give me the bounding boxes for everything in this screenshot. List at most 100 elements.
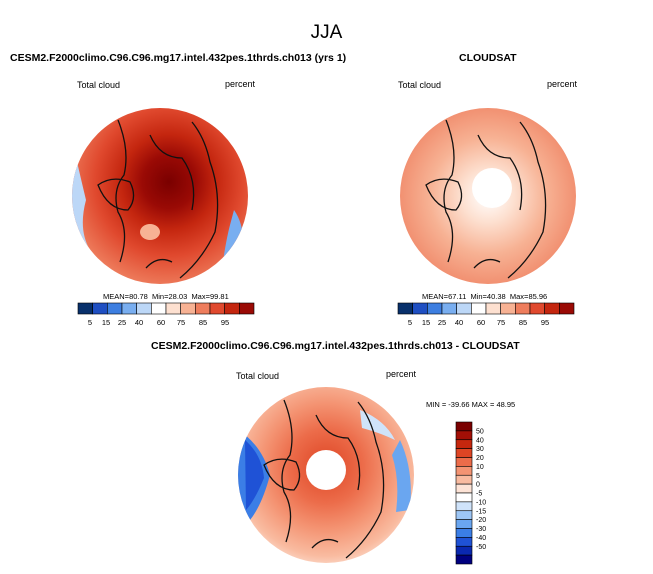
panel-3-units: percent: [386, 369, 417, 379]
panel-1-variable: Total cloud: [77, 80, 121, 90]
panel-1-mean-label: MEAN=: [103, 292, 130, 301]
panel-3-title: CESM2.F2000climo.C96.C96.mg17.intel.432p…: [151, 340, 520, 352]
panel-3-colorbar-cell: [455, 430, 473, 441]
panel-2-colorbar-tick-label: 95: [541, 318, 549, 327]
panel-2-colorbar-cell: [412, 302, 428, 315]
panel-3-colorbar-tick-label: 0: [476, 482, 480, 489]
panel-3-colorbar-cell: [455, 448, 473, 458]
panel-1-map: [72, 108, 248, 284]
panel-3-colorbar-cell: [455, 510, 473, 520]
panel-3-no-data-pole: [306, 450, 346, 490]
panel-2-variable: Total cloud: [398, 80, 442, 90]
panel-2-colorbar-tick-label: 15: [422, 318, 430, 327]
panel-3-colorbar-tick-label: 50: [476, 428, 484, 435]
panel-3-variable: Total cloud: [236, 371, 280, 381]
panel-2-colorbar-cell: [544, 302, 560, 315]
panel-1-colorbar-tick-label: 60: [157, 318, 165, 327]
panel-3-colorbar-tick-label: 10: [476, 464, 484, 471]
panel-1-colorbar-tick-label: 15: [102, 318, 110, 327]
panel-2-colorbar-tick-label: 40: [455, 318, 463, 327]
panel-1-colorbar-cell: [195, 302, 211, 315]
panel-2-coastlines: [425, 119, 547, 279]
panel-1-map-disk: [72, 108, 248, 284]
panel-1-colorbar-cell: [151, 302, 167, 315]
panel-3-colorbar-cell: [455, 421, 473, 432]
panel-2-min: 40.38: [486, 292, 506, 301]
panel-1-colorbar-cell: [107, 302, 123, 315]
panel-1-colorbar-cell: [136, 302, 152, 315]
panel-3-colorbar-cell: [455, 528, 473, 538]
panel-2-mean: 67.11: [448, 292, 467, 301]
panel-2-colorbar-tick-label: 85: [519, 318, 527, 327]
panel-1-mean: 80.78: [129, 292, 148, 301]
panel-1-units: percent: [225, 79, 256, 89]
panel-2-colorbar-cell: [427, 302, 443, 315]
panel-1-colorbar-cell: [224, 302, 240, 315]
panel-1-colorbar-cell: [121, 302, 137, 315]
panel-1-colorbar-cell: [165, 302, 181, 315]
panel-2-min-label: Min=: [470, 292, 487, 301]
panel-1-min: 28.03: [168, 292, 188, 301]
panel-2-title: CLOUDSAT: [459, 52, 517, 64]
panel-2-colorbar-cell: [471, 302, 487, 315]
panel-2-colorbar-cell: [529, 302, 545, 315]
panel-3-colorbar-cell: [455, 466, 473, 476]
panel-3-colorbar-tick-label: 5: [476, 473, 480, 480]
panel-3-colorbar-cell: [455, 492, 473, 503]
panel-2-colorbar-tick-label: 25: [438, 318, 446, 327]
panel-3-colorbar-cell: [455, 439, 473, 449]
panel-1-max: 99.81: [210, 292, 229, 301]
panel-2-colorbar-cell: [559, 302, 575, 315]
panel-2-no-data-pole: [472, 168, 512, 208]
panel-3-colorbar-cell: [455, 474, 473, 485]
panel-2-colorbar-cell: [515, 302, 531, 315]
panel-3-coastlines: [263, 399, 385, 559]
panel-1-cloud-patch: [140, 224, 160, 240]
panel-1-min-label: Min=: [152, 292, 169, 301]
panel-1-colorbar-cell: [77, 302, 93, 315]
panel-2-colorbar-cell: [397, 302, 413, 315]
panel-2-colorbar-tick-label: 60: [477, 318, 485, 327]
panel-2-colorbar-cell: [500, 302, 516, 315]
panel-3-negative-east: [392, 440, 411, 512]
panel-1-colorbar-cell: [239, 302, 255, 315]
panel-3-colorbar-tick-label: -15: [476, 508, 486, 515]
panel-3-neutral-north: [360, 410, 395, 440]
panel-1-colorbar-tick-label: 25: [118, 318, 126, 327]
panel-3-colorbar-cell: [455, 501, 473, 512]
panel-2-colorbar-tick-label: 75: [497, 318, 505, 327]
panel-3-colorbar-tick-label: -40: [476, 535, 486, 542]
panel-3-colorbar-cell: [455, 545, 473, 556]
panel-1-colorbar-tick-label: 40: [135, 318, 143, 327]
panel-1-colorbar-tick-label: 5: [88, 318, 92, 327]
panel-3-colorbar-tick-label: -10: [476, 499, 486, 506]
panel-3-map: [238, 387, 414, 563]
panel-3-colorbar-cell: [455, 483, 473, 494]
panel-1-colorbar-cell: [92, 302, 108, 315]
panel-3-negative-west-core: [245, 440, 264, 510]
panel-2-colorbar-tick-label: 5: [408, 318, 412, 327]
panel-2-mean-label: MEAN=: [422, 292, 449, 301]
panel-2-map: [400, 108, 576, 284]
panel-2-colorbar-cell: [441, 302, 457, 315]
panel-3-colorbar-cell: [455, 554, 473, 565]
panel-1-coastlines: [97, 119, 219, 279]
panel-2-max-label: Max=: [509, 292, 529, 301]
panel-3-colorbar-tick-label: 20: [476, 455, 484, 462]
panel-3-colorbar-tick-label: 40: [476, 437, 484, 444]
panel-2-colorbar: 5 15 25 40 60 75 85 95: [397, 302, 575, 327]
panel-2-stats: MEAN=67.11 Min=40.38 Max=85.96: [422, 292, 547, 301]
panel-1-colorbar-cell: [180, 302, 196, 315]
panel-2-colorbar-cell: [485, 302, 501, 315]
panel-3-colorbar-cell: [455, 457, 473, 467]
panel-1-colorbar: 5 15 25 40 60 75 85 95: [77, 302, 255, 327]
panel-1-colorbar-tick-label: 75: [177, 318, 185, 327]
panel-3-colorbar-cell: [455, 519, 473, 529]
panel-1-title: CESM2.F2000climo.C96.C96.mg17.intel.432p…: [10, 52, 347, 64]
panel-2-colorbar-cell: [456, 302, 472, 315]
panel-3-colorbar-tick-label: -5: [476, 491, 482, 498]
panel-1-colorbar-tick-label: 95: [221, 318, 229, 327]
panel-1-max-label: Max=: [191, 292, 210, 301]
